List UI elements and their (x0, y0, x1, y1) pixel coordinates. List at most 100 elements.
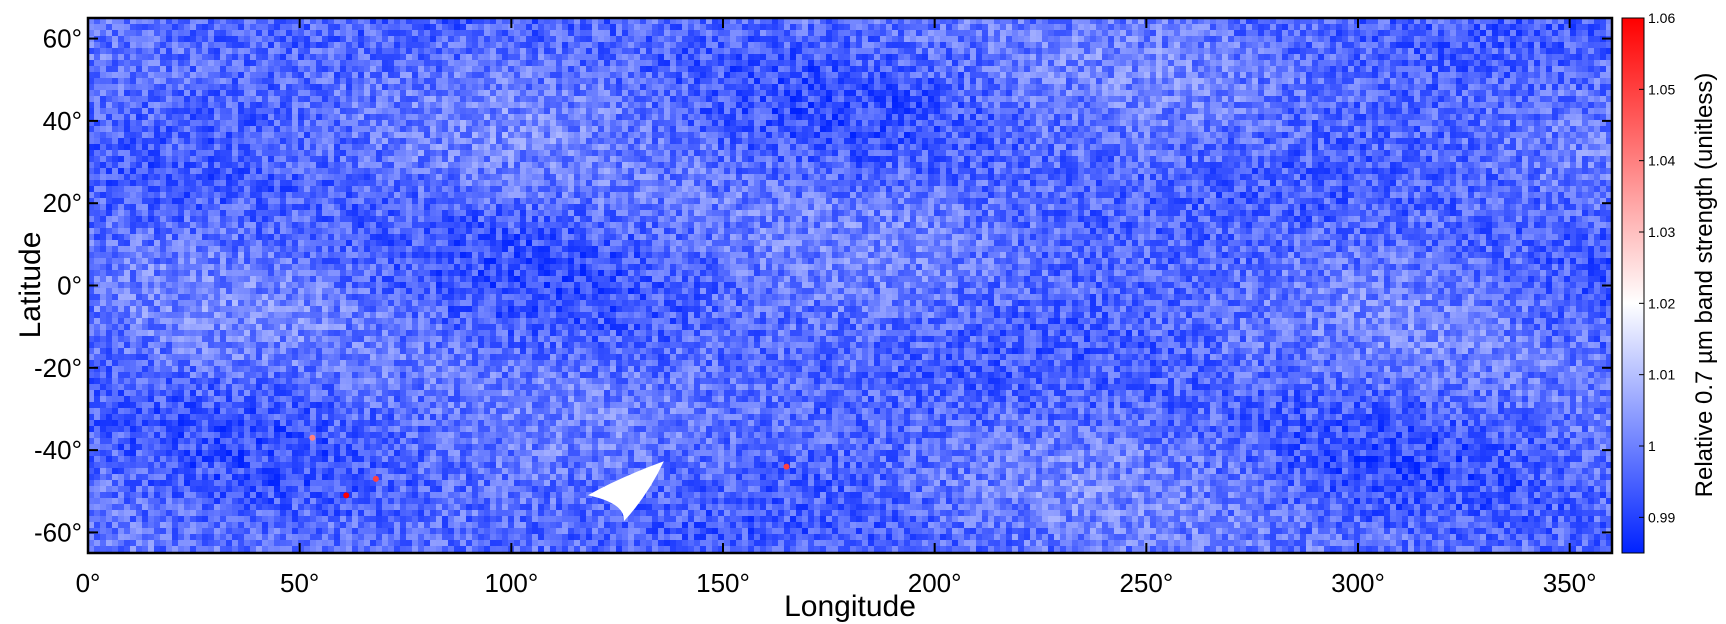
heatmap-cell (436, 42, 442, 48)
heatmap-cell (1378, 90, 1384, 96)
heatmap-cell (1144, 90, 1150, 96)
heatmap-cell (472, 60, 478, 66)
heatmap-cell (814, 72, 820, 78)
heatmap-cell (1174, 60, 1180, 66)
heatmap-cell (1258, 126, 1264, 132)
heatmap-cell (220, 48, 226, 54)
heatmap-cell (808, 96, 814, 102)
heatmap-cell (964, 72, 970, 78)
heatmap-cell (1246, 42, 1252, 48)
heatmap-cell (772, 42, 778, 48)
heatmap-cell (1252, 72, 1258, 78)
heatmap-cell (484, 48, 490, 54)
heatmap-cell (802, 96, 808, 102)
heatmap-cell (1552, 120, 1558, 126)
heatmap-cell (1390, 18, 1396, 24)
heatmap-cell (964, 60, 970, 66)
heatmap-cell (1108, 24, 1114, 30)
heatmap-cell (472, 114, 478, 120)
heatmap-cell (442, 60, 448, 66)
heatmap-cell (1072, 30, 1078, 36)
heatmap-cell (352, 48, 358, 54)
heatmap-cell (208, 96, 214, 102)
heatmap-cell (1042, 30, 1048, 36)
heatmap-cell (664, 42, 670, 48)
heatmap-cell (1426, 78, 1432, 84)
heatmap-cell (832, 24, 838, 30)
heatmap-cell (988, 96, 994, 102)
heatmap-cell (898, 132, 904, 138)
heatmap-cell (490, 132, 496, 138)
heatmap-cell (1234, 30, 1240, 36)
heatmap-cell (478, 132, 484, 138)
heatmap-cell (112, 102, 118, 108)
heatmap-cell (718, 54, 724, 60)
heatmap-cell (184, 54, 190, 60)
heatmap-cell (1066, 114, 1072, 120)
heatmap-cell (1462, 78, 1468, 84)
heatmap-cell (1576, 90, 1582, 96)
heatmap-cell (112, 66, 118, 72)
heatmap-cell (1192, 42, 1198, 48)
heatmap-cell (142, 72, 148, 78)
heatmap-cell (1540, 72, 1546, 78)
heatmap-cell (736, 42, 742, 48)
heatmap-cell (1234, 120, 1240, 126)
heatmap-cell (100, 102, 106, 108)
heatmap-cell (778, 132, 784, 138)
heatmap-cell (286, 42, 292, 48)
heatmap-cell (892, 114, 898, 120)
heatmap-cell (136, 114, 142, 120)
heatmap-cell (928, 60, 934, 66)
heatmap-cell (562, 84, 568, 90)
heatmap-cell (1192, 66, 1198, 72)
heatmap-cell (244, 96, 250, 102)
heatmap-cell (1474, 108, 1480, 114)
heatmap-cell (1228, 126, 1234, 132)
heatmap-cell (172, 30, 178, 36)
heatmap-cell (160, 54, 166, 60)
heatmap-cell (796, 96, 802, 102)
heatmap-cell (604, 42, 610, 48)
heatmap-cell (466, 84, 472, 90)
heatmap-cell (304, 36, 310, 42)
heatmap-cell (184, 72, 190, 78)
heatmap-cell (1210, 114, 1216, 120)
heatmap-cell (526, 60, 532, 66)
heatmap-cell (1492, 66, 1498, 72)
heatmap-cell (94, 72, 100, 78)
heatmap-cell (1294, 24, 1300, 30)
heatmap-cell (376, 54, 382, 60)
heatmap-cell (556, 120, 562, 126)
heatmap-cell (1354, 102, 1360, 108)
heatmap-cell (262, 96, 268, 102)
heatmap-cell (1432, 78, 1438, 84)
heatmap-cell (760, 132, 766, 138)
heatmap-cell (1252, 30, 1258, 36)
heatmap-cell (622, 54, 628, 60)
heatmap-cell (1540, 48, 1546, 54)
heatmap-cell (622, 90, 628, 96)
heatmap-cell (472, 66, 478, 72)
heatmap-cell (448, 60, 454, 66)
heatmap-cell (1438, 30, 1444, 36)
heatmap-cell (130, 78, 136, 84)
heatmap-cell (130, 120, 136, 126)
heatmap-cell (868, 108, 874, 114)
heatmap-cell (460, 66, 466, 72)
heatmap-cell (418, 24, 424, 30)
heatmap-cell (1294, 102, 1300, 108)
heatmap-cell (1198, 18, 1204, 24)
heatmap-cell (142, 84, 148, 90)
heatmap-cell (742, 48, 748, 54)
heatmap-cell (898, 42, 904, 48)
heatmap-cell (1564, 54, 1570, 60)
heatmap-cell (478, 120, 484, 126)
heatmap-cell (346, 48, 352, 54)
heatmap-cell (226, 102, 232, 108)
heatmap-cell (610, 60, 616, 66)
heatmap-cell (1036, 90, 1042, 96)
heatmap-cell (1150, 54, 1156, 60)
heatmap-cell (538, 48, 544, 54)
heatmap-cell (628, 90, 634, 96)
